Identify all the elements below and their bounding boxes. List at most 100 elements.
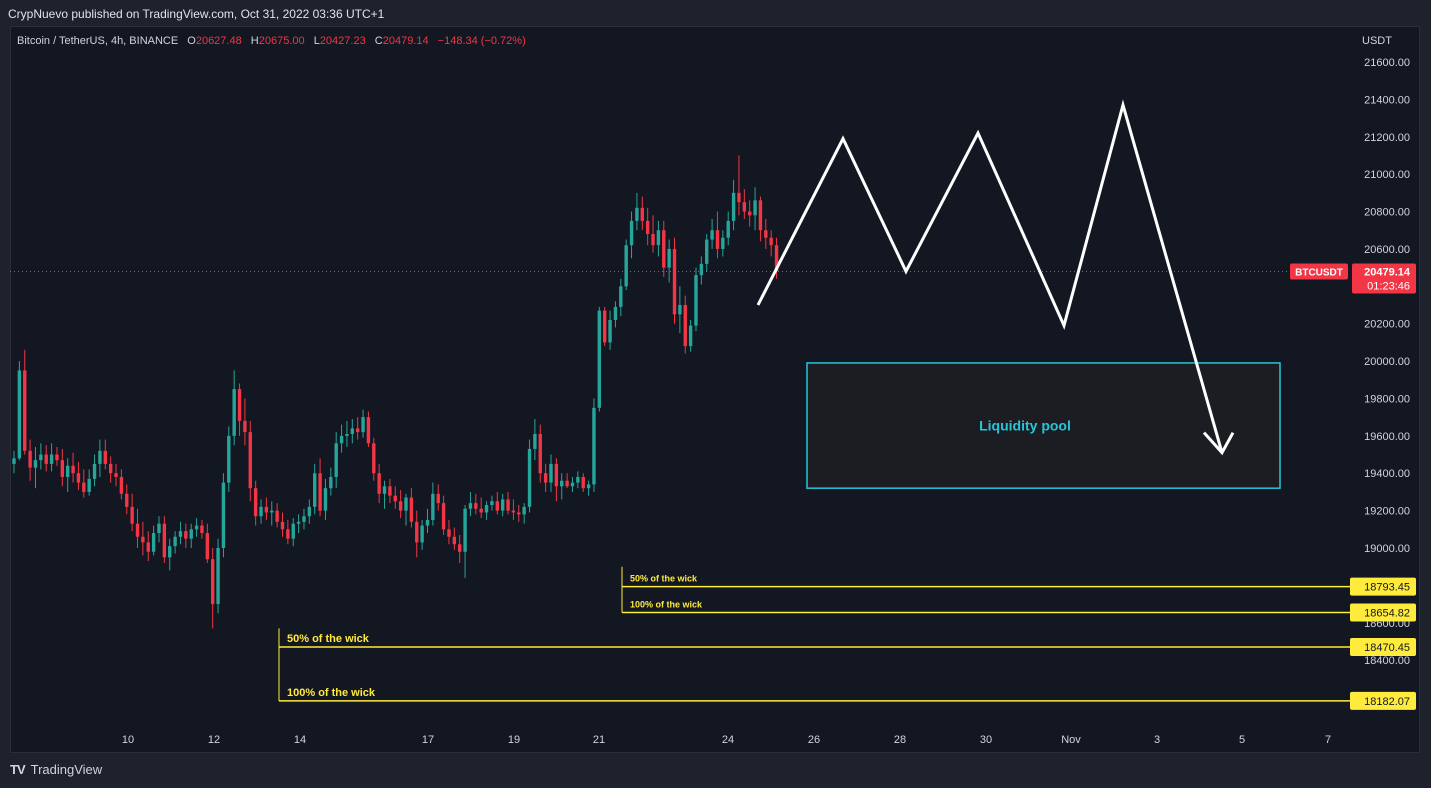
footer: TV TradingView xyxy=(10,762,102,777)
x-tick-label: 24 xyxy=(722,734,734,746)
candle-body xyxy=(87,478,91,492)
candle-body xyxy=(318,473,322,511)
candle-body xyxy=(17,370,22,459)
low-value: 20427.23 xyxy=(319,35,366,47)
candle-body xyxy=(194,525,199,530)
candle-body xyxy=(474,503,478,509)
candle-body xyxy=(205,533,210,560)
candle-body xyxy=(688,325,693,347)
y-tick-label: 20000.00 xyxy=(1364,356,1410,368)
candle-body xyxy=(92,463,97,479)
candle-body xyxy=(603,310,607,343)
candle-body xyxy=(425,519,430,526)
candle-body xyxy=(447,529,451,537)
wick-level-price-tag xyxy=(1350,577,1416,596)
candle-body xyxy=(157,523,161,534)
candle-body xyxy=(549,463,553,483)
candle-body xyxy=(168,546,172,558)
candle-body xyxy=(747,211,752,216)
candle-body xyxy=(758,200,763,231)
candle-body xyxy=(597,310,602,408)
candle-body xyxy=(619,286,623,307)
candle-body xyxy=(302,516,306,522)
candle-body xyxy=(511,510,516,513)
projection-arrowhead xyxy=(1202,431,1235,456)
low-label: L xyxy=(313,35,320,47)
candle-body xyxy=(721,237,725,249)
candle-body xyxy=(103,450,107,464)
candle-body xyxy=(565,480,569,487)
candle-body xyxy=(672,248,677,315)
symbol-label[interactable]: Bitcoin / TetherUS, 4h, BINANCE xyxy=(17,35,179,47)
candle-body xyxy=(624,245,628,287)
candle-body xyxy=(130,506,134,524)
candle-body xyxy=(452,536,457,545)
candle-body xyxy=(554,463,559,487)
y-tick-label: 19200.00 xyxy=(1364,506,1410,518)
candle-body xyxy=(629,220,634,246)
candle-body xyxy=(345,433,349,436)
candle-body xyxy=(184,531,188,539)
candle-body xyxy=(382,486,387,494)
candle-body xyxy=(307,506,312,517)
candle-body xyxy=(393,495,397,502)
wick-level-price-tag xyxy=(1350,637,1416,656)
candle-body xyxy=(710,230,714,240)
candle-body xyxy=(280,521,285,530)
candle-body xyxy=(259,506,263,517)
candle-body xyxy=(522,506,526,515)
y-tick-label: 19600.00 xyxy=(1364,431,1410,443)
candle-body xyxy=(543,473,548,483)
candle-body xyxy=(334,443,338,477)
high-label: H xyxy=(250,35,259,47)
tradingview-brand[interactable]: TradingView xyxy=(30,762,103,777)
candle-body xyxy=(339,435,344,444)
candle-body xyxy=(135,523,140,537)
candle-body xyxy=(484,505,489,513)
candle-body xyxy=(576,476,580,483)
candle-body xyxy=(275,510,279,522)
candle-body xyxy=(500,499,505,511)
candle-body xyxy=(560,480,564,487)
candle-body xyxy=(44,454,48,464)
candle-body xyxy=(377,473,381,494)
candle-body xyxy=(216,548,220,605)
wick-level-price-tag xyxy=(1350,691,1416,710)
candle-body xyxy=(479,508,483,513)
wick-level-price-value: 18793.45 xyxy=(1364,582,1410,594)
y-tick-label: 20800.00 xyxy=(1364,207,1410,219)
candle-body xyxy=(12,458,16,464)
x-tick-label: 17 xyxy=(422,734,434,746)
y-tick-label: 18400.00 xyxy=(1364,655,1410,667)
candle-body xyxy=(237,389,242,421)
candle-body xyxy=(243,420,247,433)
candle-body xyxy=(125,493,129,507)
x-tick-label: 26 xyxy=(808,734,820,746)
candle-body xyxy=(495,501,499,511)
candle-body xyxy=(436,493,440,504)
candle-body xyxy=(538,433,542,474)
candle-body xyxy=(323,488,328,511)
candle-body xyxy=(737,192,741,203)
candle-body xyxy=(774,245,779,272)
candle-body xyxy=(742,202,747,212)
candle-body xyxy=(296,521,301,524)
tradingview-logo-icon[interactable]: TV xyxy=(10,762,26,777)
publisher-line: CrypNuevo published on TradingView.com, … xyxy=(8,7,385,21)
y-tick-label: 20200.00 xyxy=(1364,319,1410,331)
candle-body xyxy=(645,220,650,234)
x-tick-label: Nov xyxy=(1061,734,1081,746)
candle-body xyxy=(705,239,709,264)
candle-body xyxy=(431,493,435,520)
candle-body xyxy=(33,460,38,468)
candle-body xyxy=(581,476,585,489)
candle-body xyxy=(398,501,403,511)
candle-body xyxy=(82,482,86,492)
candle-body xyxy=(350,428,355,434)
candle-body xyxy=(592,407,596,485)
x-tick-label: 12 xyxy=(208,734,220,746)
candle-body xyxy=(662,230,666,268)
current-price-tag xyxy=(1352,263,1416,294)
candle-body xyxy=(404,497,408,511)
